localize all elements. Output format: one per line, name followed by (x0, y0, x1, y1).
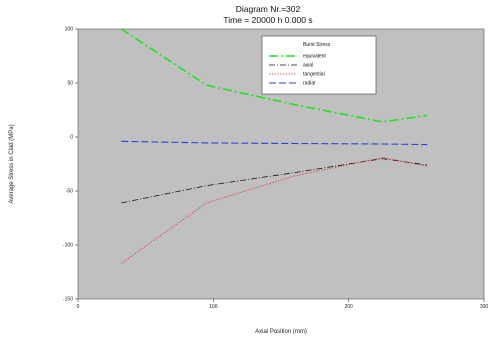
chart-title: Diagram Nr.=302 (236, 4, 301, 14)
x-tick-label: 200 (344, 304, 353, 310)
x-tick-label: 0 (77, 304, 80, 310)
legend-label-axial: axial (303, 63, 313, 69)
chart-subtitle: Time = 20000 h 0.000 s (223, 15, 312, 25)
series-layer (120, 28, 428, 264)
x-axis-label: Axial Position (mm) (255, 329, 307, 335)
y-axis-label: Average Stress in Clad (MPa) (9, 124, 15, 203)
series-line-tangential (121, 157, 428, 264)
y-tick-label: -50 (66, 189, 73, 195)
y-axis-ticks: 100 50 0 -50 -100 -150 (63, 27, 78, 303)
legend-label-radial: radial (303, 81, 315, 87)
y-tick-label: 50 (67, 81, 73, 87)
y-tick-label: 0 (70, 135, 73, 141)
x-tick-label: 300 (480, 304, 488, 310)
legend-entries: equivalent axial tangential radial (269, 54, 326, 87)
series-line-axial (121, 158, 428, 204)
y-tick-label: 100 (65, 27, 74, 33)
legend-label-equivalent: equivalent (303, 54, 326, 60)
x-tick-label: 100 (209, 304, 218, 310)
series-line-equivalent (120, 28, 428, 123)
y-tick-label: -150 (63, 297, 73, 303)
legend: Burst Stress equivalent axial tangential ra… (261, 35, 377, 95)
legend-label-tangential: tangential (303, 72, 325, 78)
series-line-radial (121, 140, 428, 146)
x-axis-ticks: 0 100 200 300 (77, 299, 488, 310)
y-tick-label: -100 (63, 243, 73, 249)
legend-title: Burst Stress (303, 42, 331, 48)
